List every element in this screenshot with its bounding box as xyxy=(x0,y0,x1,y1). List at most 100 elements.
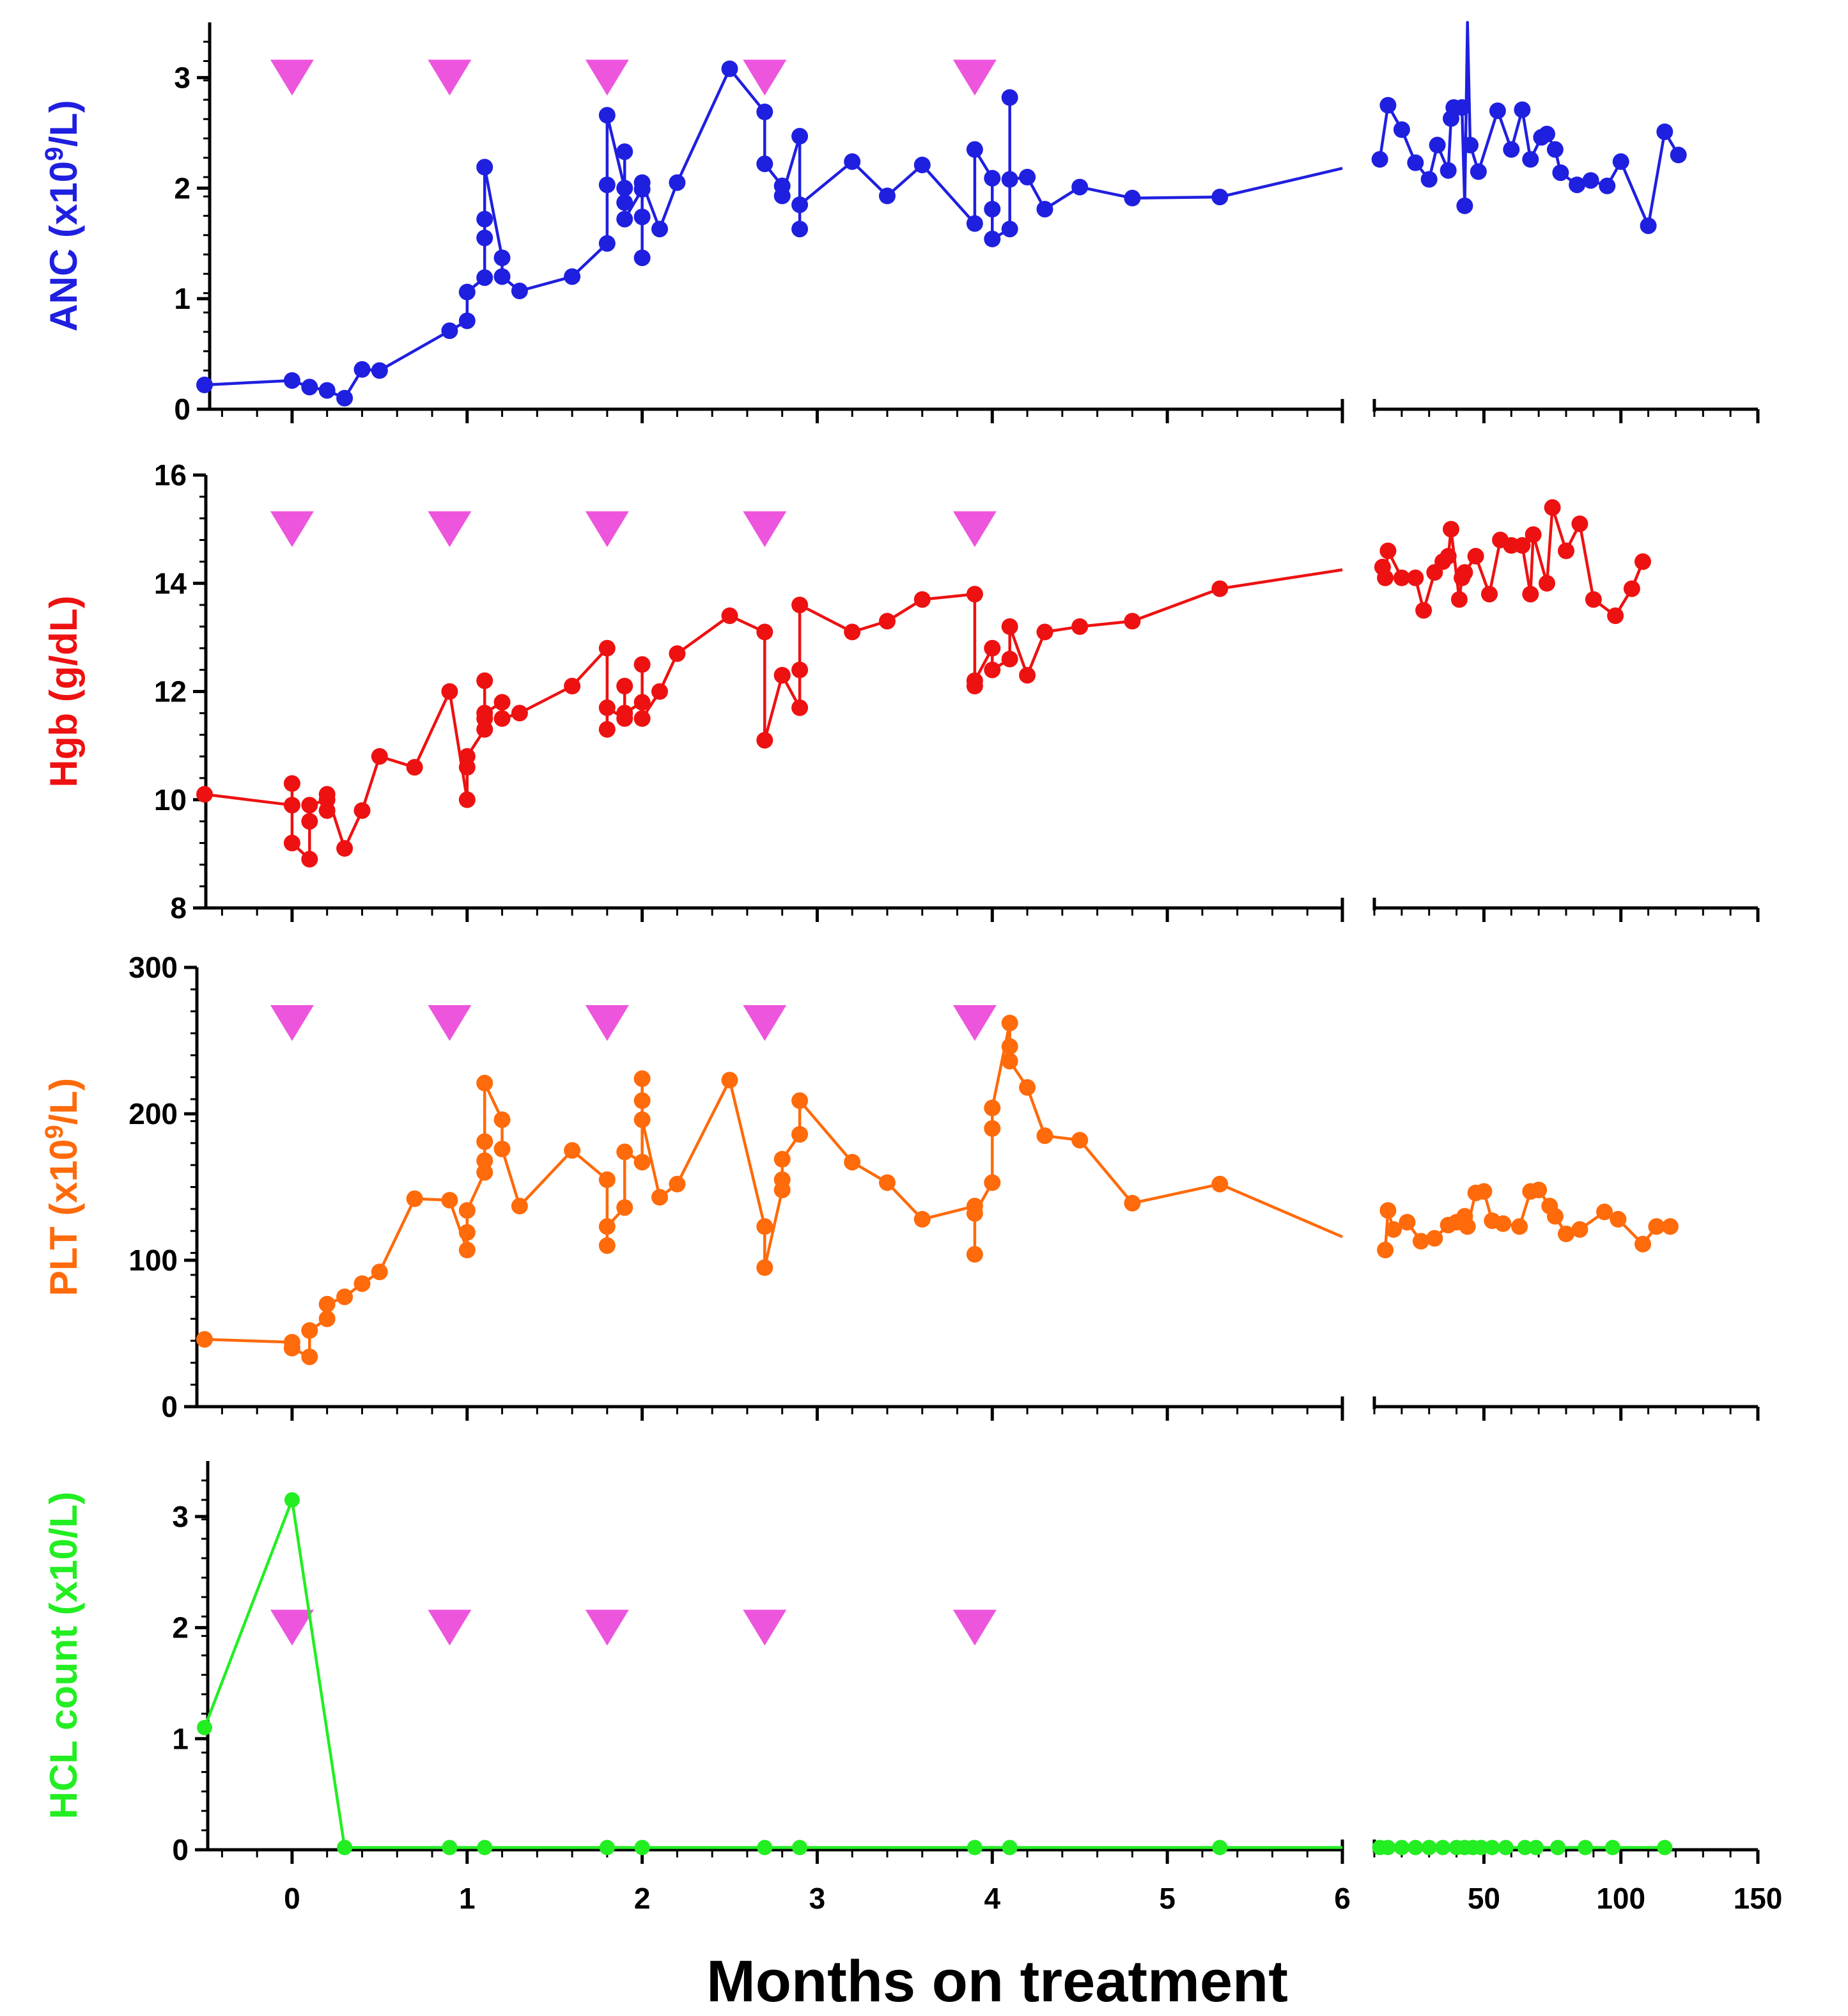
hgb-data-point xyxy=(283,797,300,814)
plt-data-point xyxy=(1634,1235,1651,1253)
anc-data-point xyxy=(476,269,493,286)
y-axis-title-sup: 9 xyxy=(40,1125,68,1139)
treatment-marker xyxy=(270,511,314,547)
plt-data-point xyxy=(844,1153,861,1171)
hgb-data-point xyxy=(1393,569,1410,586)
anc-data-point xyxy=(1036,201,1053,218)
y-tick-label: 200 xyxy=(128,1097,178,1130)
anc-data-point xyxy=(651,221,668,238)
hcl-data-point xyxy=(1002,1840,1018,1856)
hgb-data-point xyxy=(1379,542,1397,559)
plt-data-point xyxy=(476,1133,493,1150)
plt-data-point xyxy=(493,1111,511,1129)
plt-data-point xyxy=(791,1126,809,1143)
plt-data-point xyxy=(616,1143,633,1160)
hgb-data-point xyxy=(1514,537,1531,554)
anc-data-point xyxy=(493,268,511,285)
plt-data-point xyxy=(633,1070,651,1087)
anc-data-point xyxy=(301,379,318,396)
y-axis-title: HCL count (x10/L) xyxy=(42,1492,85,1819)
y-tick-label: 16 xyxy=(154,458,187,492)
anc-data-point xyxy=(1514,101,1531,118)
hgb-data-point xyxy=(196,786,213,803)
hgb-data-point xyxy=(721,607,738,624)
plt-data-point xyxy=(1001,1052,1018,1070)
hcl-data-point xyxy=(1498,1840,1514,1856)
anc-data-point xyxy=(1569,176,1586,194)
plt-series-line-left xyxy=(204,1021,1343,1359)
treatment-marker xyxy=(270,1005,314,1042)
hgb-data-point xyxy=(756,731,773,749)
anc-data-point xyxy=(598,107,616,124)
anc-data-point xyxy=(1582,172,1599,189)
y-axis-title: ANC (x109/L) xyxy=(40,100,85,331)
treatment-marker xyxy=(743,511,787,547)
hgb-data-point xyxy=(1071,618,1089,635)
hgb-data-point xyxy=(301,850,318,868)
anc-data-point xyxy=(1489,102,1506,120)
treatment-marker xyxy=(428,59,472,96)
hcl-data-point xyxy=(1517,1840,1533,1856)
hgb-data-point xyxy=(1571,515,1588,533)
anc-data-point xyxy=(616,194,633,211)
x-tick-label: 0 xyxy=(284,1882,300,1915)
treatment-marker xyxy=(428,511,472,547)
plt-data-point xyxy=(441,1192,458,1209)
x-axis-title: Months on treatment xyxy=(706,1949,1288,2014)
hgb-data-point xyxy=(791,699,809,716)
anc-data-point xyxy=(633,249,651,267)
anc-data-point xyxy=(756,104,773,120)
anc-data-point xyxy=(1420,171,1438,188)
anc-data-point xyxy=(721,60,738,77)
hgb-data-point xyxy=(336,840,353,857)
anc-data-point xyxy=(791,196,809,214)
hgb-data-point xyxy=(283,834,300,852)
hgb-data-point xyxy=(493,694,511,711)
hgb-data-point xyxy=(476,705,493,722)
hgb-data-point xyxy=(511,705,528,722)
plt-data-point xyxy=(1124,1194,1141,1212)
treatment-marker xyxy=(952,59,997,96)
hgb-data-point xyxy=(984,639,1001,657)
plt-data-point xyxy=(476,1164,493,1181)
y-tick-label: 0 xyxy=(174,393,190,426)
plt-data-point xyxy=(773,1171,791,1188)
anc-data-point xyxy=(1407,154,1424,171)
x-tick-label: 5 xyxy=(1159,1882,1176,1915)
plt-data-point xyxy=(336,1288,353,1306)
hgb-data-point xyxy=(564,678,581,694)
y-tick-label: 1 xyxy=(174,282,190,315)
treatment-marker xyxy=(585,511,629,547)
plt-data-point xyxy=(1610,1210,1627,1228)
hcl-data-point xyxy=(1473,1840,1489,1856)
plt-data-point xyxy=(598,1218,616,1235)
hcl-data-point xyxy=(1380,1840,1396,1856)
plt-data-point xyxy=(1495,1215,1512,1232)
anc-data-point xyxy=(1599,177,1616,194)
hgb-data-point xyxy=(633,694,651,711)
y-tick-label: 14 xyxy=(154,567,187,600)
anc-series-line-left xyxy=(204,67,1343,400)
plt-data-point xyxy=(458,1202,476,1219)
hgb-data-point xyxy=(1634,553,1651,570)
y-tick-label: 2 xyxy=(174,171,190,205)
anc-data-point xyxy=(844,153,861,170)
hgb-data-point xyxy=(1481,586,1498,603)
anc-data-point xyxy=(773,187,791,205)
hgb-data-point xyxy=(1407,569,1424,586)
y-axis-title: Hgb (g/dL) xyxy=(42,596,85,788)
hgb-data-point xyxy=(844,623,861,641)
anc-data-point xyxy=(283,372,300,389)
anc-data-point xyxy=(476,210,493,228)
hgb-data-point xyxy=(633,656,651,673)
hgb-data-point xyxy=(1415,602,1433,619)
anc-data-point xyxy=(791,128,809,145)
anc-data-point xyxy=(1429,136,1446,153)
hcl-data-point xyxy=(1604,1840,1620,1856)
plt-data-point xyxy=(791,1092,809,1109)
plt-data-point xyxy=(633,1153,651,1171)
plt-data-point xyxy=(633,1111,651,1129)
hcl-data-point xyxy=(1435,1840,1451,1856)
plt-data-point xyxy=(773,1151,791,1168)
